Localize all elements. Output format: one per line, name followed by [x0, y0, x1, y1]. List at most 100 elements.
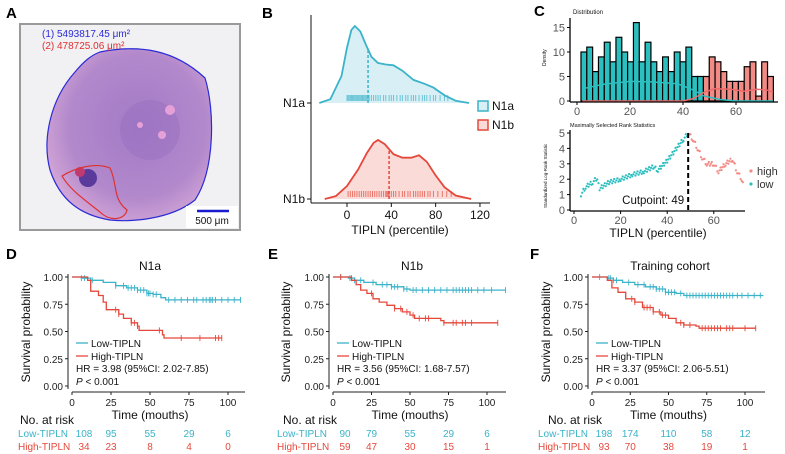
risk-count: 95	[105, 429, 117, 440]
histogram-bar	[609, 61, 617, 102]
rank-point-low	[616, 177, 619, 180]
p-value-text: < 0.001	[83, 377, 120, 388]
y-tick-label: 5	[559, 128, 565, 140]
y-tick-label: 2	[559, 174, 565, 186]
y-tick-label: 10	[553, 47, 565, 59]
histogram-bar	[743, 66, 751, 102]
rank-point-low	[650, 166, 653, 169]
histogram-bar	[580, 51, 588, 102]
histogram-y-title: Density	[542, 49, 548, 66]
rank-point-low	[677, 142, 680, 145]
x-tick-label: 25	[105, 398, 117, 409]
histogram-bar	[603, 41, 611, 102]
region-1-outline	[46, 48, 213, 222]
x-tick-label: 40	[661, 215, 673, 227]
rank-point-low	[639, 169, 642, 172]
risk-count: 108	[76, 429, 93, 440]
rank-point-low	[636, 170, 639, 173]
rank-point-low	[631, 175, 634, 178]
y-tick-label: 1.00	[305, 273, 325, 284]
y-tick-label: 0.25	[564, 355, 584, 366]
rank-point-low	[621, 175, 624, 178]
rank-point-low	[626, 175, 630, 178]
rank-point-low	[585, 185, 588, 188]
rank-point-low	[672, 153, 675, 156]
density-fill-n1b	[324, 140, 472, 199]
legend-dot-high	[749, 169, 753, 173]
risk-count: 6	[484, 429, 490, 440]
hazard-ratio: HR = 3.37 (95%CI: 2.06-5.51)	[596, 364, 729, 375]
rank-point-low	[604, 185, 607, 188]
rank-y-title: Standardized Log-Rank Statistic	[543, 143, 548, 208]
risk-count: 79	[366, 429, 378, 440]
survival-curve-low-tipln	[72, 276, 241, 301]
p-value-prefix: P	[596, 377, 603, 388]
rank-point-high	[741, 181, 745, 184]
density-fill-n1a	[319, 26, 469, 103]
legend-label-high-tipln: High-TIPLN	[611, 352, 663, 363]
rank-point-high	[724, 164, 727, 167]
histogram-bar	[679, 61, 687, 102]
p-value: P < 0.001	[337, 377, 381, 388]
x-tick-label: 50	[144, 398, 156, 409]
rank-point-low	[669, 157, 672, 160]
y-axis-title: Survival probability	[279, 282, 293, 383]
x-tick-label: 40	[385, 208, 399, 222]
histogram-bar	[761, 61, 769, 102]
rank-point-low	[582, 187, 585, 190]
rank-point-high	[704, 163, 707, 166]
p-value-prefix: P	[337, 377, 344, 388]
rank-point-low	[678, 145, 681, 148]
panel-f-survival-chart: Training cohort 0.00 0.25 0.50 0.75 1.00 0 25 50…	[538, 259, 765, 453]
rank-point-high	[720, 168, 723, 172]
rank-point-high	[717, 172, 720, 175]
chart-title: N1a	[139, 259, 161, 273]
y-tick-label: 4	[559, 143, 565, 155]
risk-row-label-low-tipln: Low-TIPLN	[538, 429, 588, 440]
rank-point-high	[721, 166, 724, 169]
rank-point-high	[708, 164, 711, 167]
survival-curve-high-tipln	[592, 276, 756, 329]
histogram-bar	[685, 46, 693, 102]
x-axis-title: Time (mouths)	[372, 408, 449, 422]
y-tick-label: 5	[559, 72, 565, 84]
rank-point-low	[596, 178, 599, 181]
panel-d-survival-chart: N1a 0.00 0.25 0.50 0.75 1.00 0 25 50 75 100 Surviva…	[18, 259, 245, 453]
rank-point-high	[705, 164, 708, 167]
rank-point-high	[694, 140, 697, 143]
rank-point-high	[706, 162, 709, 165]
x-tick-label: 75	[701, 398, 713, 409]
rank-point-low	[664, 161, 667, 164]
p-value-prefix: P	[76, 377, 83, 388]
rank-point-low	[584, 187, 587, 190]
x-axis-title: Time (mouths)	[630, 408, 707, 422]
rank-point-high	[707, 160, 710, 164]
risk-count: 23	[105, 442, 117, 453]
rank-point-high	[734, 169, 738, 172]
rank-point-low	[662, 161, 665, 165]
histogram-bar	[586, 46, 594, 102]
rank-point-high	[722, 163, 725, 166]
rank-point-low	[668, 155, 671, 158]
legend-label-high: high	[757, 166, 778, 178]
risk-count: 30	[404, 442, 416, 453]
rank-point-low	[624, 174, 628, 177]
p-value: P < 0.001	[76, 377, 120, 388]
x-tick-label: 75	[443, 398, 455, 409]
risk-count: 110	[661, 429, 677, 440]
risk-count: 93	[598, 442, 610, 453]
y-tick-label: 1.00	[564, 273, 584, 284]
rank-point-low	[610, 178, 613, 181]
rank-point-low	[598, 189, 601, 192]
panel-label-e: E	[268, 246, 278, 263]
rank-point-low	[603, 182, 606, 185]
legend-label-high-tipln: High-TIPLN	[352, 352, 404, 363]
risk-count: 15	[443, 442, 455, 453]
rank-point-low	[640, 172, 643, 175]
legend-label-low-tipln: Low-TIPLN	[91, 339, 141, 350]
rank-point-low	[648, 166, 651, 169]
rank-point-low	[612, 180, 615, 183]
x-tick-label: 20	[614, 215, 626, 227]
histogram-title: Distribution	[573, 10, 603, 16]
rank-point-low	[620, 177, 623, 180]
